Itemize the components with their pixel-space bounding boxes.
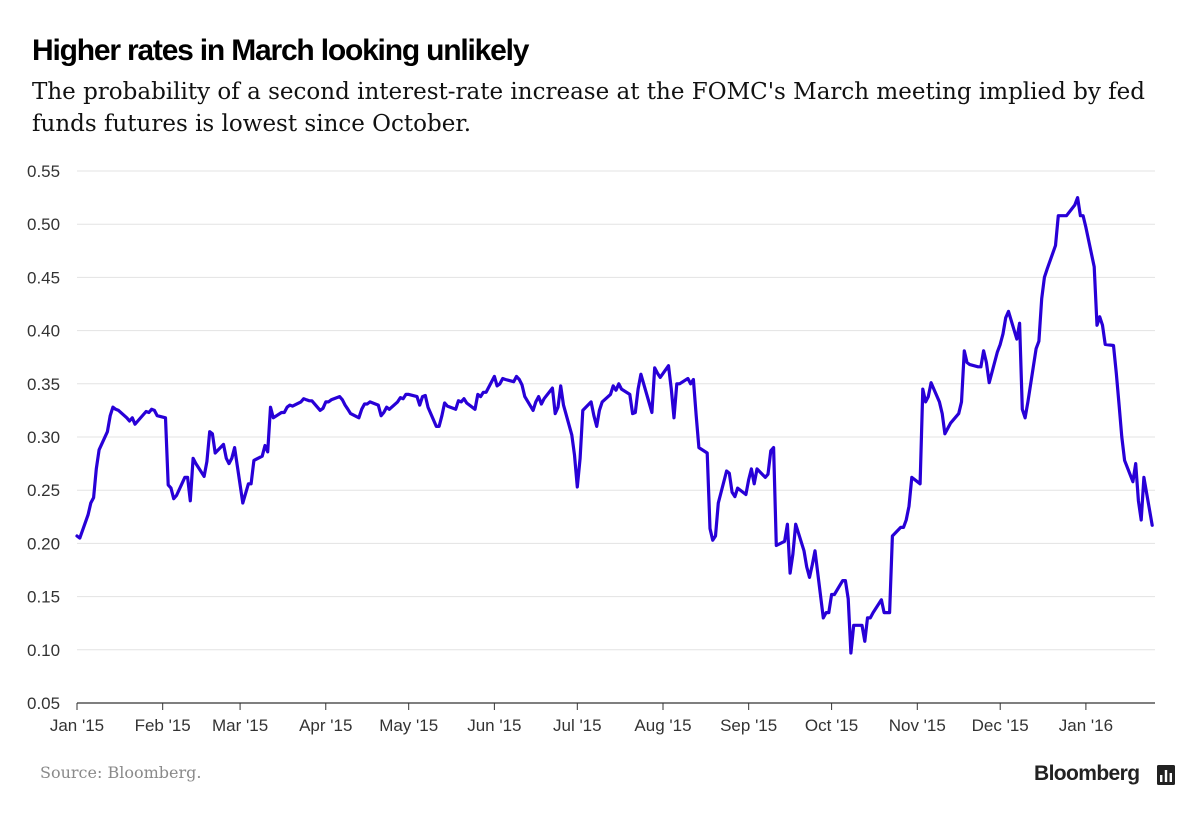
x-tick-label: Feb '15: [135, 716, 191, 735]
y-tick-label: 0.25: [27, 481, 60, 500]
x-tick-label: Dec '15: [972, 716, 1029, 735]
x-tick-label: Jul '15: [553, 716, 602, 735]
x-tick-label: Jan '16: [1059, 716, 1113, 735]
y-axis-ticks: 0.05 0.10 0.15 0.20 0.25 0.30 0.35 0.40 0.45 0.50…: [27, 162, 60, 713]
y-tick-label: 0.55: [27, 162, 60, 181]
x-axis: Jan '15 Feb '15 Mar '15 Apr '15 May '15 Jun '…: [50, 702, 1155, 735]
y-tick-label: 0.20: [27, 534, 60, 553]
x-tick-label: Jan '15: [50, 716, 104, 735]
y-tick-label: 0.15: [27, 588, 60, 607]
bloomberg-terminal-icon: [1157, 765, 1175, 785]
chart-title: Higher rates in March looking unlikely: [32, 34, 529, 67]
grid-lines: [77, 170, 1155, 651]
y-tick-label: 0.50: [27, 215, 60, 234]
y-tick-label: 0.40: [27, 322, 60, 341]
series-group: [75, 196, 1154, 655]
y-tick-label: 0.30: [27, 428, 60, 447]
x-tick-label: Jun '15: [467, 716, 521, 735]
x-tick-label: Aug '15: [634, 716, 691, 735]
chart-subtitle: The probability of a second interest-rat…: [32, 79, 1146, 137]
y-tick-label: 0.10: [27, 641, 60, 660]
x-tick-label: Nov '15: [889, 716, 946, 735]
x-tick-label: Sep '15: [720, 716, 777, 735]
source-note: Source: Bloomberg.: [40, 763, 202, 782]
series-line: [75, 196, 1154, 655]
x-tick-label: May '15: [379, 716, 438, 735]
y-tick-label: 0.05: [27, 694, 60, 713]
brand-logo: Bloomberg: [1034, 762, 1140, 785]
x-tick-label: Mar '15: [212, 716, 268, 735]
x-tick-label: Oct '15: [805, 716, 858, 735]
x-tick-label: Apr '15: [299, 716, 352, 735]
y-tick-label: 0.45: [27, 268, 60, 287]
y-tick-label: 0.35: [27, 375, 60, 394]
